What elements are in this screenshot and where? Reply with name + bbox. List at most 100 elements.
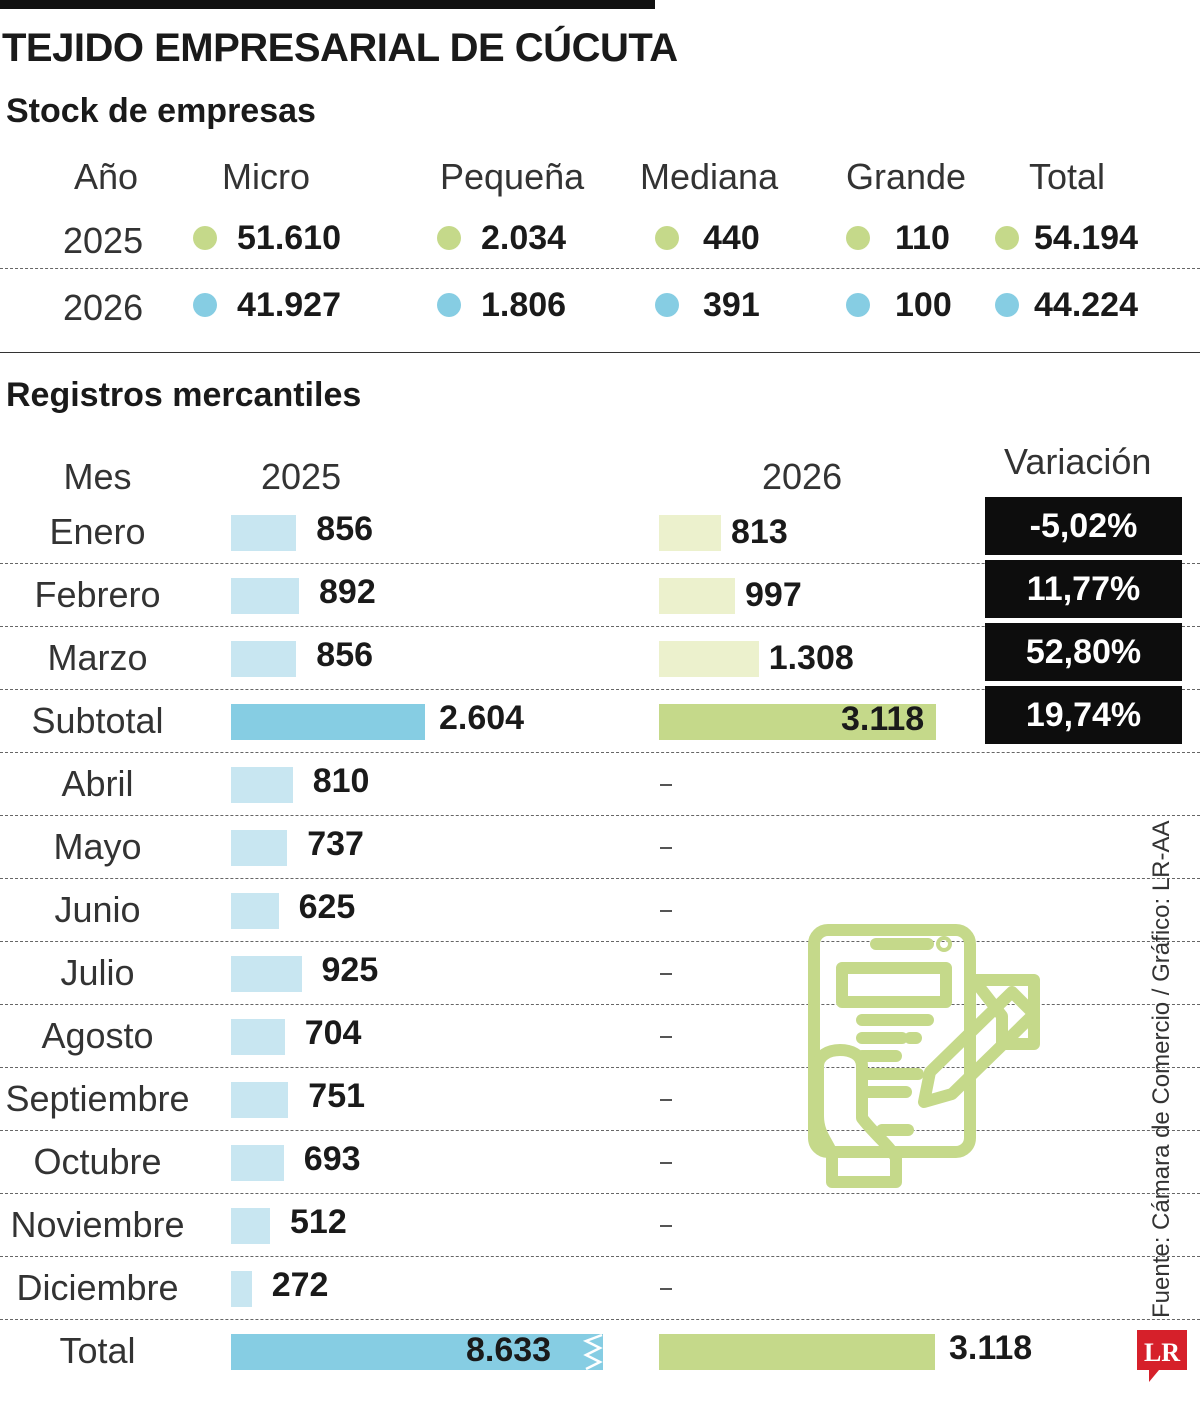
stock-value: 110 [895,219,950,257]
bar-label-2025: 8.633 [466,1331,552,1369]
bar-label-2025: 810 [312,762,370,800]
stock-row-divider [0,268,1200,269]
bar-label-2025: 704 [304,1014,362,1052]
stock-value: 100 [895,286,952,324]
no-data-dash [660,784,672,786]
bar-label-2025: 2.604 [439,699,525,737]
bar-2025 [231,1082,289,1118]
row-divider [0,1193,1200,1194]
legend-dot [995,293,1019,317]
month-label: Agosto [41,1015,154,1056]
row-divider [0,878,1200,879]
bar-2026 [659,578,735,614]
stock-value: 44.224 [1034,286,1138,324]
row-divider [0,1256,1200,1257]
legend-dot [437,226,461,250]
header-total: Total [1029,156,1106,197]
month-label: Subtotal [31,700,164,741]
legend-dot [193,226,217,250]
header-mes: Mes [63,456,132,497]
stock-value: 41.927 [237,286,341,324]
row-divider [0,689,1200,690]
month-label: Marzo [47,637,148,678]
variation-badge: 11,77% [985,560,1182,618]
bar-label-2025: 272 [271,1266,329,1304]
header-variacion: Variación [1004,441,1152,482]
bar-2025 [231,704,425,740]
bar-2025 [231,515,297,551]
row-divider [0,752,1200,753]
variation-badge: 19,74% [985,686,1182,744]
month-label: Diciembre [16,1267,179,1308]
bar-label-2025: 751 [308,1077,366,1115]
bar-label-2026: 3.118 [949,1329,1033,1367]
legend-dot [995,226,1019,250]
lr-logo: LR [1137,1330,1187,1382]
header-2026: 2026 [762,456,843,497]
bar-label-2025: 856 [316,636,374,674]
month-label: Junio [54,889,141,930]
header-pequena: Pequeña [440,156,585,197]
row-divider [0,1319,1200,1320]
bar-label-2025: 512 [290,1203,347,1241]
stock-value: 1.806 [481,286,567,324]
no-data-dash [660,973,672,975]
row-divider [0,815,1200,816]
bar-2026 [659,704,936,740]
bar-2025 [231,1271,252,1307]
legend-dot [437,293,461,317]
month-label: Mayo [53,826,142,867]
axis-break-mark [582,1333,603,1371]
month-label: Noviembre [10,1204,185,1245]
bar-label-2025: 625 [298,888,356,926]
bar-label-2026: 3.118 [841,700,925,738]
header-mediana: Mediana [640,156,779,197]
bar-2025 [231,1334,603,1370]
row-divider [0,1067,1200,1068]
bar-2026 [659,641,759,677]
no-data-dash [660,1225,672,1227]
bar-2025 [231,1208,270,1244]
legend-dot [846,293,870,317]
bar-label-2025: 925 [321,951,379,989]
stock-value: 51.610 [237,219,341,257]
legend-dot [655,293,679,317]
header-micro: Micro [222,156,310,197]
row-divider [0,941,1200,942]
header-grande: Grande [846,156,967,197]
bar-2025 [231,767,293,803]
legend-dot [655,226,679,250]
no-data-dash [660,1099,672,1101]
bar-2025 [231,1019,285,1055]
chart-title: TEJIDO EMPRESARIAL DE CÚCUTA [2,26,678,70]
stock-value: 2.034 [481,219,567,257]
row-divider [0,563,1200,564]
no-data-dash [660,1036,672,1038]
header-ano: Año [74,156,139,197]
bar-2025 [231,641,297,677]
stock-year: 2026 [63,287,144,328]
month-label: Julio [60,952,135,993]
bar-2026 [659,515,721,551]
bar-2025 [231,893,279,929]
stock-section-title: Stock de empresas [6,92,316,130]
bar-2026 [659,1334,935,1370]
stock-year: 2025 [63,220,144,261]
month-label: Abril [61,763,134,804]
bar-label-2026: 813 [731,513,788,551]
bar-2025 [231,1145,284,1181]
row-divider [0,1004,1200,1005]
legend-dot [846,226,870,250]
bar-label-2025: 892 [319,573,376,611]
month-label: Febrero [34,574,161,615]
header-2025: 2025 [261,456,342,497]
month-label: Total [59,1330,136,1371]
top-rule [0,0,655,9]
logo-text: LR [1144,1338,1180,1367]
stock-value: 391 [703,286,760,324]
tablet-with-pen-and-hand-icon [808,924,1040,1188]
row-divider [0,626,1200,627]
legend-dot [193,293,217,317]
no-data-dash [660,847,672,849]
source-note: Fuente: Cámara de Comercio / Gráfico: LR… [1148,820,1175,1318]
